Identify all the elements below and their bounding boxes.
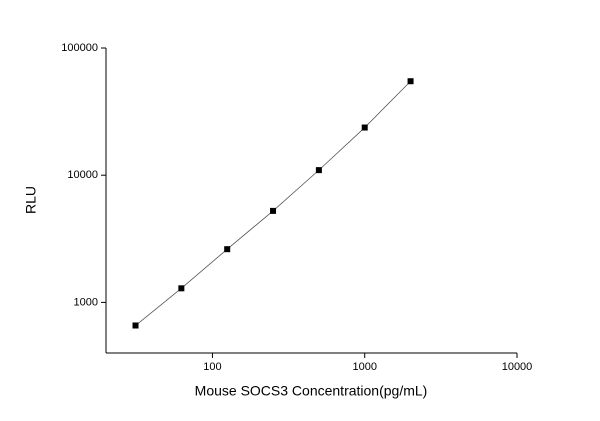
point [361,124,368,131]
x-tick-label: 1000 [352,361,376,373]
y-axis-title: RLU [23,186,39,214]
x-axis-title: Mouse SOCS3 Concentration(pg/mL) [195,383,428,399]
x-tick-label: 10000 [502,361,533,373]
y-tick-label: 1000 [74,296,98,308]
point [407,78,414,85]
y-tick-label: 10000 [67,169,98,181]
x-tick-label: 100 [203,361,221,373]
point [270,207,277,214]
point [224,246,231,253]
y-tick-label: 100000 [61,42,98,54]
point [178,285,185,292]
point [132,322,139,329]
point [315,167,322,174]
fit-line [135,80,411,326]
